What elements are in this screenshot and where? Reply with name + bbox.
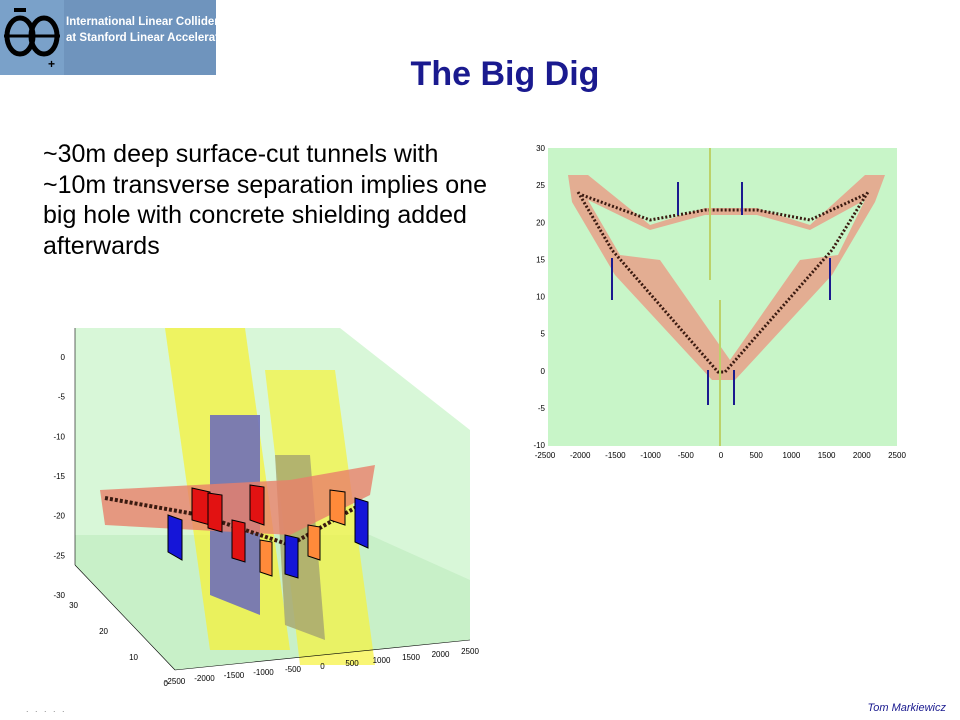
ilc-logo-mark: + — [0, 0, 64, 75]
iso-x-tick-label: 500 — [345, 659, 359, 668]
ilc-symbol-icon: + — [4, 8, 60, 71]
iso-beamline — [104, 496, 361, 548]
iso-y-tick-label: 30 — [69, 601, 78, 610]
top-y-tick-label: 0 — [541, 367, 546, 376]
top-x-tick-label: -500 — [678, 451, 695, 460]
iso-x-tick-label: -2500 — [165, 677, 186, 686]
iso-z-tick-label: -5 — [58, 393, 66, 402]
iso-x-tick-label: 1500 — [402, 653, 420, 662]
iso-x-tick-label: 2500 — [461, 647, 479, 656]
top-y-tick-label: 10 — [536, 293, 545, 302]
top-beamline-upper — [581, 193, 865, 222]
iso-x-tick-label: -1500 — [224, 671, 245, 680]
tunnel-isometric-plot: 0 -5 -10 -15 -20 -25 -30 30 20 10 0 -2500 -2000 -15… — [40, 320, 490, 690]
iso-x-tick-label: -2000 — [194, 674, 215, 683]
top-x-tick-label: -1000 — [640, 451, 661, 460]
top-y-tick-label: 5 — [541, 330, 546, 339]
slide-title: The Big Dig — [410, 55, 600, 93]
iso-y-tick-label: 20 — [99, 627, 108, 636]
iso-z-tick-label: -25 — [53, 551, 65, 560]
top-x-tick-label: 2000 — [853, 451, 871, 460]
iso-x-tick-label: 2000 — [432, 650, 450, 659]
iso-y-tick-label: 10 — [129, 653, 138, 662]
top-x-tick-label: 0 — [719, 451, 724, 460]
ilc-logo: + International Linear Collider at Stanf… — [0, 0, 270, 75]
iso-z-tick-label: -10 — [53, 432, 65, 441]
top-y-tick-label: 30 — [536, 144, 545, 153]
top-y-tick-label: 15 — [536, 255, 545, 264]
footer-dots: . . . . . — [26, 704, 67, 714]
iso-y-tick-label: 0 — [164, 679, 169, 688]
top-tunnel-inner — [588, 200, 865, 360]
top-y-tick-label: 20 — [536, 218, 545, 227]
iso-x-tick-label: 1000 — [373, 656, 391, 665]
top-y-tick-label: -5 — [538, 404, 546, 413]
iso-z-tick-label: -20 — [53, 512, 65, 521]
logo-line-1: International Linear Collider — [66, 16, 219, 28]
top-x-tick-label: -1500 — [605, 451, 626, 460]
iso-z-tick-label: -15 — [53, 472, 65, 481]
iso-z-tick-label: -30 — [53, 591, 65, 600]
iso-x-tick-label: 0 — [320, 662, 325, 671]
top-x-tick-label: 1500 — [818, 451, 836, 460]
iso-x-tick-label: -1000 — [253, 668, 274, 677]
top-x-tick-label: -2500 — [535, 451, 556, 460]
iso-z-tick-label: 0 — [61, 353, 66, 362]
iso-x-tick-label: -500 — [285, 665, 302, 674]
top-x-tick-label: 2500 — [888, 451, 906, 460]
slide-body-text: ~30m deep surface-cut tunnels with ~10m … — [43, 140, 487, 260]
top-x-tick-label: -2000 — [570, 451, 591, 460]
top-y-tick-label: 25 — [536, 181, 545, 190]
tunnel-top-view-plot: 30 25 20 15 10 5 0 -5 -10 -2500 -2000 -1500 -1000 -5… — [520, 140, 910, 460]
top-x-tick-label: 1000 — [783, 451, 801, 460]
svg-text:+: + — [48, 57, 55, 71]
footer-author: Tom Markiewicz — [867, 702, 946, 714]
top-x-tick-label: 500 — [750, 451, 764, 460]
top-beamline-lower — [576, 191, 870, 374]
top-y-tick-label: -10 — [533, 441, 545, 450]
logo-line-2: at Stanford Linear Accelerator Center — [66, 32, 271, 44]
